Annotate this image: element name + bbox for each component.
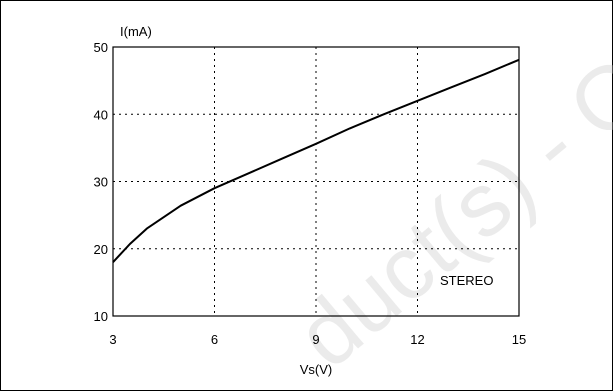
x-tick-label: 12 xyxy=(410,332,424,347)
grid-lines xyxy=(113,47,519,316)
stereo-annotation: STEREO xyxy=(440,273,493,288)
y-tick-label: 10 xyxy=(94,309,108,324)
x-tick-label: 15 xyxy=(512,332,526,347)
y-tick-label: 40 xyxy=(94,107,108,122)
plot-area-frame xyxy=(112,46,520,317)
y-tick-label: 50 xyxy=(94,40,108,55)
axis-ticks: 3 6 9 12 15 10 20 30 40 50 xyxy=(94,40,527,347)
y-tick-label: 30 xyxy=(94,175,108,190)
x-axis-title: Vs(V) xyxy=(300,362,333,377)
y-tick-label: 20 xyxy=(94,242,108,257)
y-axis-title: I(mA) xyxy=(120,24,152,39)
x-tick-label: 9 xyxy=(312,332,319,347)
x-tick-label: 6 xyxy=(211,332,218,347)
series-line xyxy=(112,58,520,263)
x-tick-label: 3 xyxy=(109,332,116,347)
series-layer xyxy=(112,58,520,263)
